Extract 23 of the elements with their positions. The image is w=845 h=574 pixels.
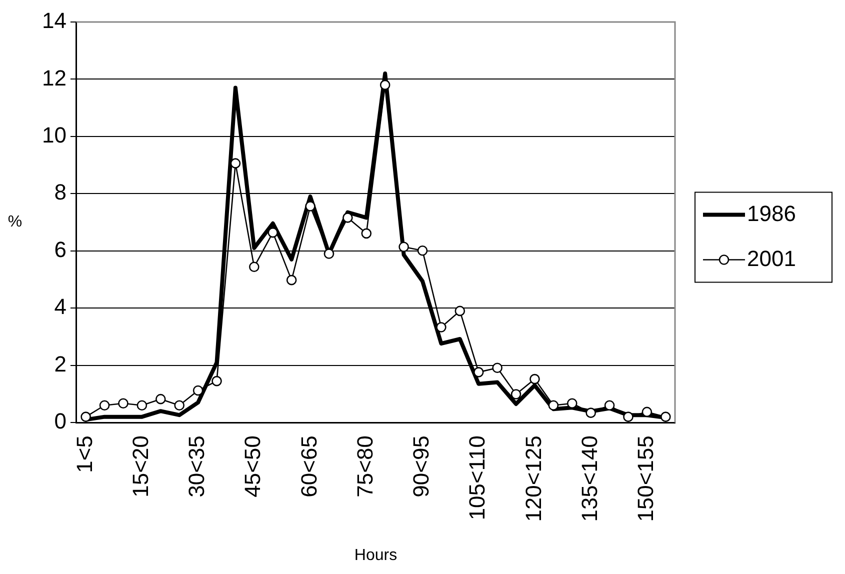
legend-label: 2001: [747, 246, 796, 271]
x-tick-label: 30<35: [184, 436, 210, 498]
y-tick-label: 6: [54, 236, 66, 262]
x-tick-label: 105<110: [464, 436, 490, 520]
x-tick-label: 120<125: [520, 436, 546, 522]
legend-label: 1986: [747, 200, 796, 226]
y-tick-label: 4: [54, 294, 66, 320]
y-tick-label: 2: [54, 351, 66, 376]
x-tick-label: 135<140: [576, 436, 602, 522]
x-tick-label: 15<20: [128, 436, 153, 498]
x-tick-label: 45<50: [240, 436, 266, 498]
x-tick-label: 90<95: [408, 436, 434, 498]
y-tick-label: 8: [54, 180, 66, 205]
x-axis-title: Hours: [354, 546, 398, 564]
x-tick-label: 150<155: [633, 436, 658, 522]
y-tick-label: 12: [42, 65, 66, 90]
y-axis-title: %: [8, 214, 22, 231]
x-tick-label: 75<80: [352, 436, 378, 498]
x-tick-label: 1<5: [72, 436, 97, 473]
y-tick-label: 0: [54, 408, 66, 434]
y-tick-label: 10: [42, 122, 66, 148]
x-tick-label: 60<65: [296, 436, 322, 498]
y-tick-label: 14: [42, 8, 66, 34]
